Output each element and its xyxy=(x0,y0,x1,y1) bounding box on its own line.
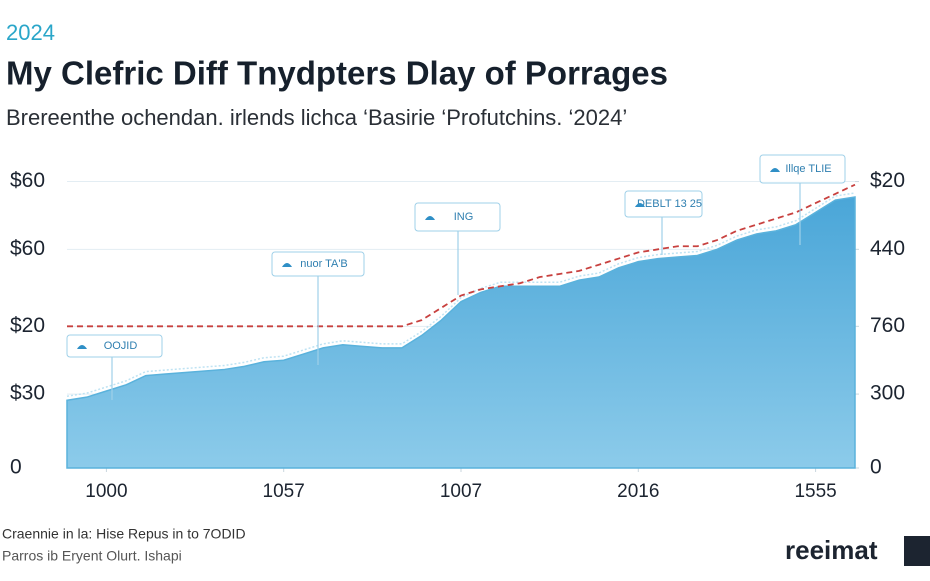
y2-tick-label: 440 xyxy=(870,237,905,260)
annotation-box xyxy=(759,154,846,184)
annotation-box xyxy=(624,190,703,218)
x-tick-label: 2016 xyxy=(617,481,659,502)
x-tick-label: 1057 xyxy=(263,481,305,502)
y2-tick-label: 760 xyxy=(870,314,905,337)
y2-tick-label: $20 xyxy=(870,169,905,192)
annotation-label: ING xyxy=(454,211,474,223)
y-tick-label: $30 xyxy=(10,382,45,405)
footer-line: Craennie in la: Hise Repus in to 7ODID xyxy=(2,526,246,542)
annotation-icon xyxy=(77,345,87,349)
annotation-icon xyxy=(425,216,435,220)
area xyxy=(66,196,856,469)
annotation-label: nuor TA'B xyxy=(300,258,348,270)
y-tick-label: 0 xyxy=(10,456,22,479)
kicker: 2024 xyxy=(6,20,55,45)
logo-badge xyxy=(904,536,930,566)
subtitle: Brereenthe ochendan. irlends lichca ‘Bas… xyxy=(6,105,627,130)
annotation-label: Illqe TLIE xyxy=(785,163,831,175)
annotation-label: DEBLT 13 25 xyxy=(637,198,702,210)
chart-title: My Clefric Diff Tnydpters Dlay of Porrag… xyxy=(6,55,668,92)
annotation-icon xyxy=(635,203,645,207)
y-tick-label: $20 xyxy=(10,314,45,337)
y-tick-label: $60 xyxy=(10,169,45,192)
x-tick-label: 1000 xyxy=(85,481,127,502)
annotation-box xyxy=(66,334,163,358)
y-tick-label: $60 xyxy=(10,237,45,260)
annotation-box xyxy=(271,251,365,277)
area-highlight xyxy=(66,192,856,397)
footer-line: Parros ib Eryent Olurt. Ishapi xyxy=(2,548,182,564)
annotation-icon xyxy=(770,168,780,172)
annotation-icon xyxy=(282,263,292,267)
logo: reeimat xyxy=(785,535,878,565)
y2-tick-label: 0 xyxy=(870,456,882,479)
line xyxy=(67,183,856,328)
x-tick-label: 1555 xyxy=(794,481,836,502)
annotation-box xyxy=(414,202,501,232)
y2-tick-label: 300 xyxy=(870,382,905,405)
x-tick-label: 1007 xyxy=(440,481,482,502)
annotation-label: OOJID xyxy=(104,340,138,352)
